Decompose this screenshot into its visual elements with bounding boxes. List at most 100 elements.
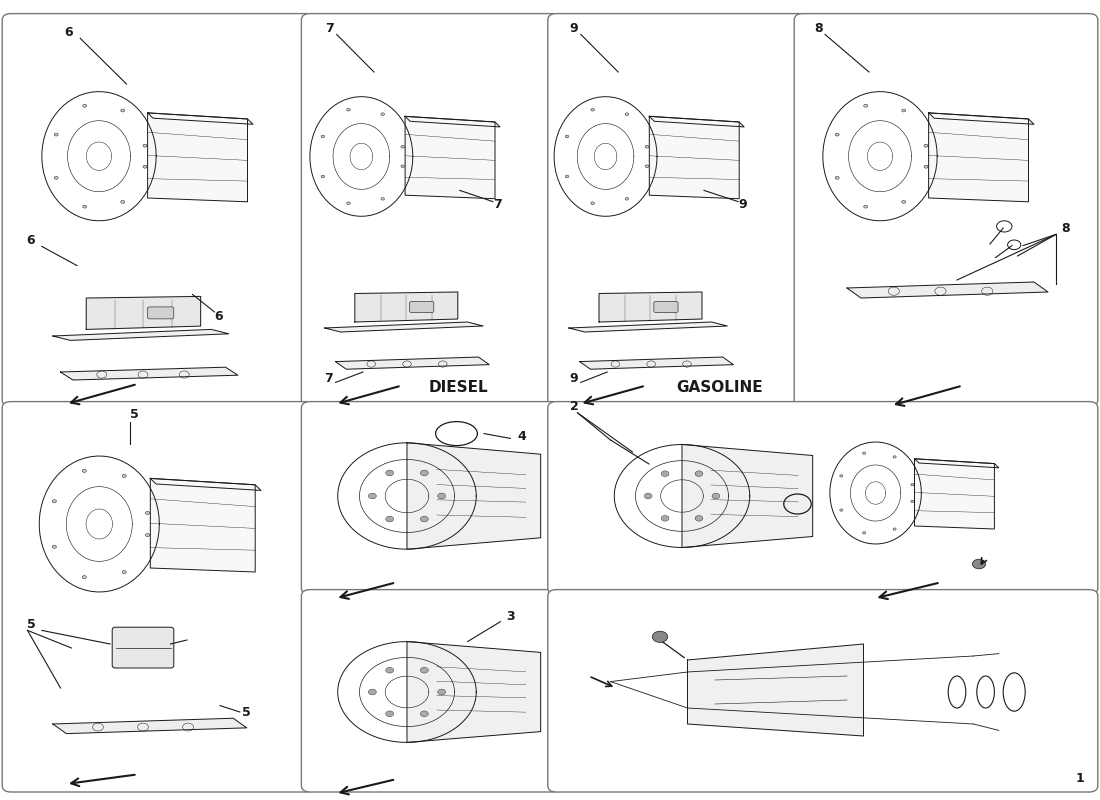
Polygon shape	[688, 644, 864, 736]
Circle shape	[591, 202, 594, 205]
FancyBboxPatch shape	[301, 14, 561, 406]
Circle shape	[386, 711, 394, 717]
Polygon shape	[580, 357, 734, 369]
Circle shape	[400, 165, 405, 167]
Circle shape	[924, 144, 928, 147]
Circle shape	[52, 500, 56, 502]
FancyBboxPatch shape	[653, 302, 678, 313]
Circle shape	[652, 631, 668, 642]
Circle shape	[972, 559, 986, 569]
Text: 1: 1	[1076, 773, 1085, 786]
Circle shape	[321, 135, 324, 138]
Polygon shape	[53, 718, 246, 734]
Polygon shape	[682, 445, 813, 547]
FancyBboxPatch shape	[301, 402, 561, 594]
Circle shape	[893, 528, 896, 530]
Circle shape	[143, 144, 147, 147]
Circle shape	[902, 109, 905, 112]
Polygon shape	[405, 116, 499, 127]
Circle shape	[645, 146, 649, 148]
Circle shape	[862, 532, 866, 534]
Text: 9: 9	[570, 372, 579, 386]
Text: a passion since 1926: a passion since 1926	[395, 391, 705, 537]
Circle shape	[54, 133, 58, 136]
Circle shape	[368, 689, 376, 695]
Circle shape	[565, 135, 569, 138]
Circle shape	[386, 516, 394, 522]
Text: 2: 2	[570, 401, 579, 414]
FancyBboxPatch shape	[548, 14, 807, 406]
Text: 6: 6	[64, 26, 73, 39]
Circle shape	[386, 470, 394, 476]
Polygon shape	[847, 282, 1048, 298]
Polygon shape	[86, 297, 200, 330]
Circle shape	[121, 109, 124, 112]
Circle shape	[924, 166, 928, 168]
Circle shape	[864, 206, 868, 208]
Circle shape	[381, 198, 385, 200]
Circle shape	[420, 516, 428, 522]
Circle shape	[82, 575, 86, 578]
Circle shape	[645, 493, 652, 499]
Text: 8: 8	[1062, 222, 1070, 235]
Circle shape	[862, 452, 866, 454]
Polygon shape	[151, 478, 255, 572]
FancyBboxPatch shape	[548, 590, 1098, 792]
Circle shape	[321, 175, 324, 178]
Text: GiEmme: GiEmme	[241, 350, 573, 418]
Polygon shape	[649, 116, 744, 127]
Polygon shape	[407, 443, 541, 549]
Polygon shape	[914, 459, 999, 468]
Circle shape	[145, 511, 150, 514]
Circle shape	[438, 493, 446, 499]
FancyBboxPatch shape	[112, 627, 174, 668]
Text: DIESEL: DIESEL	[429, 380, 488, 395]
Polygon shape	[53, 330, 229, 341]
Circle shape	[661, 515, 669, 521]
FancyBboxPatch shape	[147, 307, 174, 319]
Polygon shape	[649, 116, 739, 198]
FancyBboxPatch shape	[2, 402, 315, 792]
Circle shape	[864, 104, 868, 107]
Circle shape	[143, 166, 147, 168]
Circle shape	[661, 471, 669, 477]
FancyBboxPatch shape	[301, 590, 561, 792]
FancyBboxPatch shape	[2, 14, 315, 406]
Text: 5: 5	[28, 618, 36, 631]
Circle shape	[712, 493, 719, 499]
Circle shape	[54, 176, 58, 179]
Text: 7: 7	[326, 22, 334, 35]
Circle shape	[82, 206, 87, 208]
Text: 7: 7	[493, 198, 502, 211]
Circle shape	[893, 456, 896, 458]
Circle shape	[400, 146, 405, 148]
Circle shape	[695, 515, 703, 521]
Circle shape	[82, 104, 87, 107]
Circle shape	[420, 711, 428, 717]
Circle shape	[381, 113, 385, 115]
Circle shape	[911, 500, 914, 502]
Polygon shape	[928, 113, 1034, 124]
Text: 9: 9	[570, 22, 579, 35]
Text: 6: 6	[214, 310, 223, 323]
Circle shape	[386, 667, 394, 673]
Text: GASOLINE: GASOLINE	[676, 380, 763, 395]
Circle shape	[902, 201, 905, 203]
Circle shape	[420, 470, 428, 476]
Circle shape	[121, 201, 124, 203]
FancyBboxPatch shape	[548, 402, 1098, 594]
Polygon shape	[914, 459, 994, 529]
Polygon shape	[600, 292, 702, 322]
Polygon shape	[569, 322, 727, 332]
Circle shape	[122, 570, 127, 574]
Circle shape	[625, 113, 629, 115]
Circle shape	[835, 176, 839, 179]
Circle shape	[346, 202, 350, 205]
Circle shape	[122, 474, 127, 478]
Circle shape	[368, 493, 376, 499]
Polygon shape	[147, 113, 248, 202]
Circle shape	[438, 689, 446, 695]
Circle shape	[52, 546, 56, 548]
Text: 4: 4	[517, 430, 526, 443]
Circle shape	[839, 509, 843, 511]
